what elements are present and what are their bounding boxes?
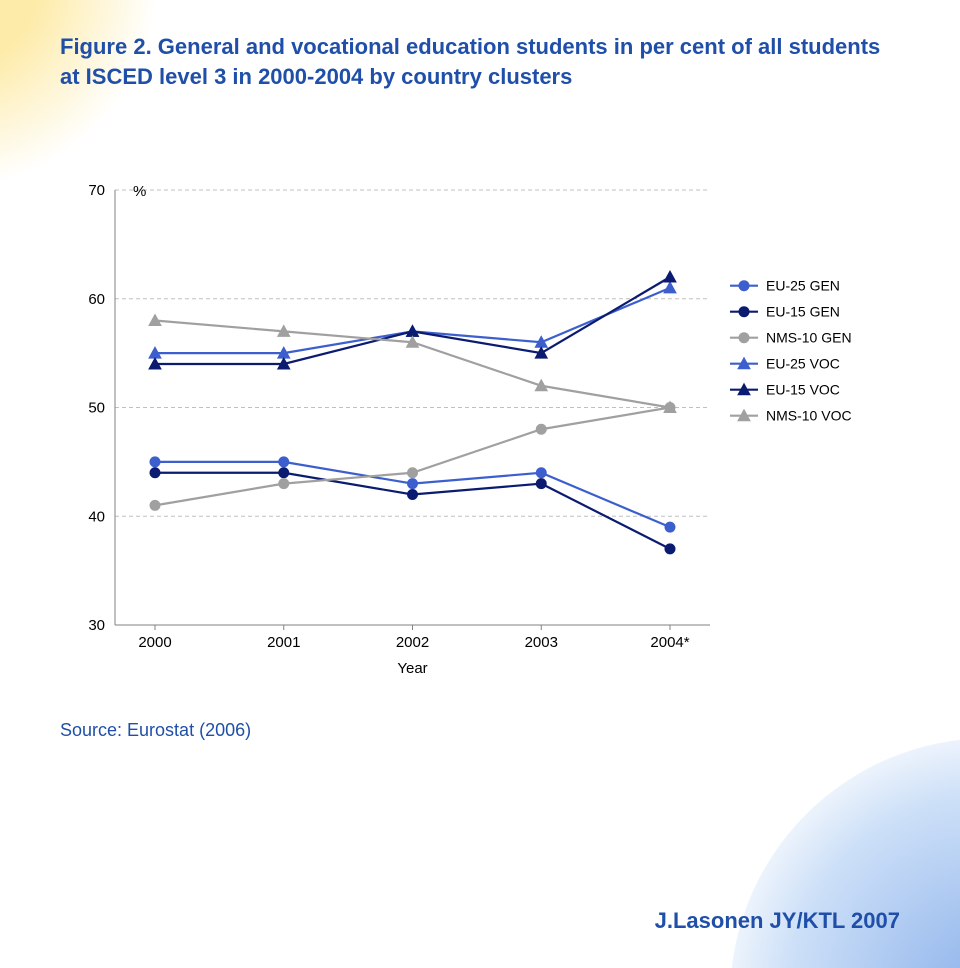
svg-text:NMS-10 GEN: NMS-10 GEN [766, 330, 852, 346]
svg-text:30: 30 [88, 617, 105, 634]
svg-text:Year: Year [397, 660, 427, 677]
svg-text:2003: 2003 [525, 634, 558, 651]
svg-text:2004*: 2004* [650, 634, 689, 651]
svg-text:60: 60 [88, 291, 105, 308]
svg-text:2001: 2001 [267, 634, 300, 651]
svg-text:EU-15 VOC: EU-15 VOC [766, 382, 840, 398]
svg-text:50: 50 [88, 400, 105, 417]
svg-text:EU-25 VOC: EU-25 VOC [766, 356, 840, 372]
chart-container: 30 40 50 60 70 2000 2001 2002 2003 2004*% Year EU-2… [60, 170, 900, 690]
legend: EU-25 GEN EU-15 GEN NMS-10 GEN EU-25 VOC EU-… [730, 278, 852, 424]
credit-line: J.Lasonen JY/KTL 2007 [655, 908, 900, 934]
svg-text:2000: 2000 [138, 634, 171, 651]
decorative-blob-top [0, 0, 160, 190]
svg-text:40: 40 [88, 508, 105, 525]
svg-text:EU-25 GEN: EU-25 GEN [766, 278, 840, 294]
source-line: Source: Eurostat (2006) [60, 720, 251, 741]
line-chart: 30 40 50 60 70 2000 2001 2002 2003 2004*% Year EU-2… [60, 170, 900, 690]
svg-text:2002: 2002 [396, 634, 429, 651]
svg-text:%: % [133, 183, 146, 200]
svg-text:70: 70 [88, 182, 105, 199]
figure-title: Figure 2. General and vocational educati… [60, 32, 900, 91]
svg-text:NMS-10 VOC: NMS-10 VOC [766, 408, 852, 424]
svg-text:EU-15 GEN: EU-15 GEN [766, 304, 840, 320]
